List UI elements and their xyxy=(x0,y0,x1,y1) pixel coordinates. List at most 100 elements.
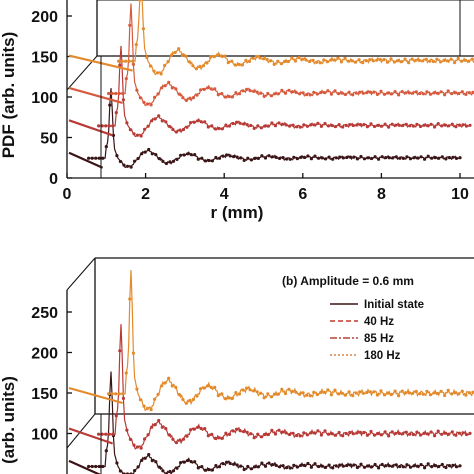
panel-b-depth-line xyxy=(68,459,102,474)
panel-b-point xyxy=(298,434,302,438)
panel-b-point xyxy=(336,392,341,396)
panel-a-point xyxy=(134,43,138,47)
panel-b-point xyxy=(344,431,348,436)
panel-a-point xyxy=(111,124,115,128)
panel-a-point xyxy=(422,123,426,127)
panel-b-point xyxy=(270,463,275,467)
panel-a-point xyxy=(372,124,377,129)
panel-a-x-tick-label: 10 xyxy=(451,186,469,203)
panel-b-point xyxy=(440,432,444,436)
panel-b-point xyxy=(309,465,313,469)
panel-b-point xyxy=(323,429,327,433)
panel-a-point xyxy=(135,88,139,92)
panel-a-point xyxy=(143,127,147,131)
panel-b-point xyxy=(220,436,224,440)
panel-a-point xyxy=(339,60,343,64)
panel-a-point xyxy=(454,125,458,129)
panel-b-point xyxy=(404,391,408,395)
panel-a-point xyxy=(167,80,171,84)
panel-a-point xyxy=(228,154,232,158)
panel-b-point xyxy=(128,437,132,441)
panel-a-point xyxy=(433,125,437,129)
panel-a-point xyxy=(251,56,255,60)
panel-b-point xyxy=(425,389,429,393)
panel-b-point xyxy=(87,464,91,469)
panel-a-point xyxy=(232,155,236,159)
panel-a-point xyxy=(269,94,273,98)
panel-a-point xyxy=(384,156,388,160)
panel-a-point xyxy=(191,96,196,100)
panel-b-point xyxy=(390,392,394,396)
panel-b-point xyxy=(398,464,402,469)
panel-a-point xyxy=(273,92,277,96)
panel-a-point xyxy=(312,123,316,127)
panel-a-point xyxy=(341,125,345,129)
panel-a-point xyxy=(194,67,198,71)
panel-a-point xyxy=(121,98,125,102)
panel-a-point xyxy=(154,153,158,157)
panel-a-point xyxy=(430,156,434,160)
panel-a-series-line xyxy=(118,0,474,76)
panel-a-point xyxy=(426,124,430,128)
panel-b-point xyxy=(288,432,292,437)
panel-a-point xyxy=(277,121,281,125)
panel-a-point xyxy=(387,156,391,160)
panel-b-point xyxy=(150,459,154,463)
panel-a-point xyxy=(266,124,270,128)
panel-b-point xyxy=(348,430,352,435)
panel-a-point xyxy=(240,63,244,67)
panel-a-point xyxy=(248,89,252,93)
panel-a-point xyxy=(336,92,341,96)
panel-b-point xyxy=(461,431,465,435)
panel-b-point xyxy=(263,432,267,437)
panel-a-point xyxy=(338,155,342,159)
panel-b-point xyxy=(217,465,222,469)
panel-b-point xyxy=(464,432,469,437)
panel-b-point xyxy=(231,429,235,433)
panel-a-x-tick-label: 0 xyxy=(63,186,72,203)
panel-b-point xyxy=(168,469,172,474)
panel-a-point xyxy=(471,90,474,94)
legend-item: Initial state xyxy=(330,299,424,311)
panel-a-point xyxy=(125,164,130,168)
panel-a-point xyxy=(127,59,131,63)
panel-a-point xyxy=(411,124,415,128)
panel-a-point xyxy=(171,127,175,132)
panel-a-point xyxy=(179,153,183,157)
panel-b-depth-line xyxy=(68,427,113,445)
panel-b-point xyxy=(446,388,450,392)
panel-a-point xyxy=(192,120,196,124)
panel-b-point xyxy=(259,391,263,395)
panel-b-series-line xyxy=(108,269,474,412)
panel-b-point xyxy=(181,437,186,441)
panel-b-point xyxy=(94,464,98,469)
panel-a-point xyxy=(201,64,206,68)
panel-b-point xyxy=(324,465,328,469)
panel-a-point xyxy=(309,123,313,127)
panel-a-point xyxy=(166,60,170,64)
panel-b-point xyxy=(366,464,370,468)
panel-a-point xyxy=(150,152,154,156)
panel-a-point xyxy=(351,93,355,97)
panel-b-point xyxy=(365,433,369,437)
panel-b-point xyxy=(104,432,108,436)
panel-a-point xyxy=(431,59,435,64)
panel-a-point xyxy=(141,27,145,31)
panel-b-point xyxy=(380,433,384,437)
panel-a-point xyxy=(167,124,171,128)
panel-a-point xyxy=(132,132,136,136)
panel-b-point xyxy=(341,464,345,468)
panel-b-point xyxy=(118,469,122,473)
panel-a-point xyxy=(286,59,290,64)
panel-a-point xyxy=(336,56,340,60)
panel-a-point xyxy=(467,59,471,63)
panel-a-point xyxy=(403,57,407,61)
panel-a-point xyxy=(294,90,298,94)
panel-a-point xyxy=(234,91,238,95)
panel-b-point xyxy=(184,401,188,405)
panel-b-point xyxy=(182,460,186,464)
panel-b-series-line xyxy=(88,371,461,474)
panel-a-point xyxy=(369,122,373,126)
panel-a-point xyxy=(133,159,137,163)
panel-b-point xyxy=(450,392,454,396)
